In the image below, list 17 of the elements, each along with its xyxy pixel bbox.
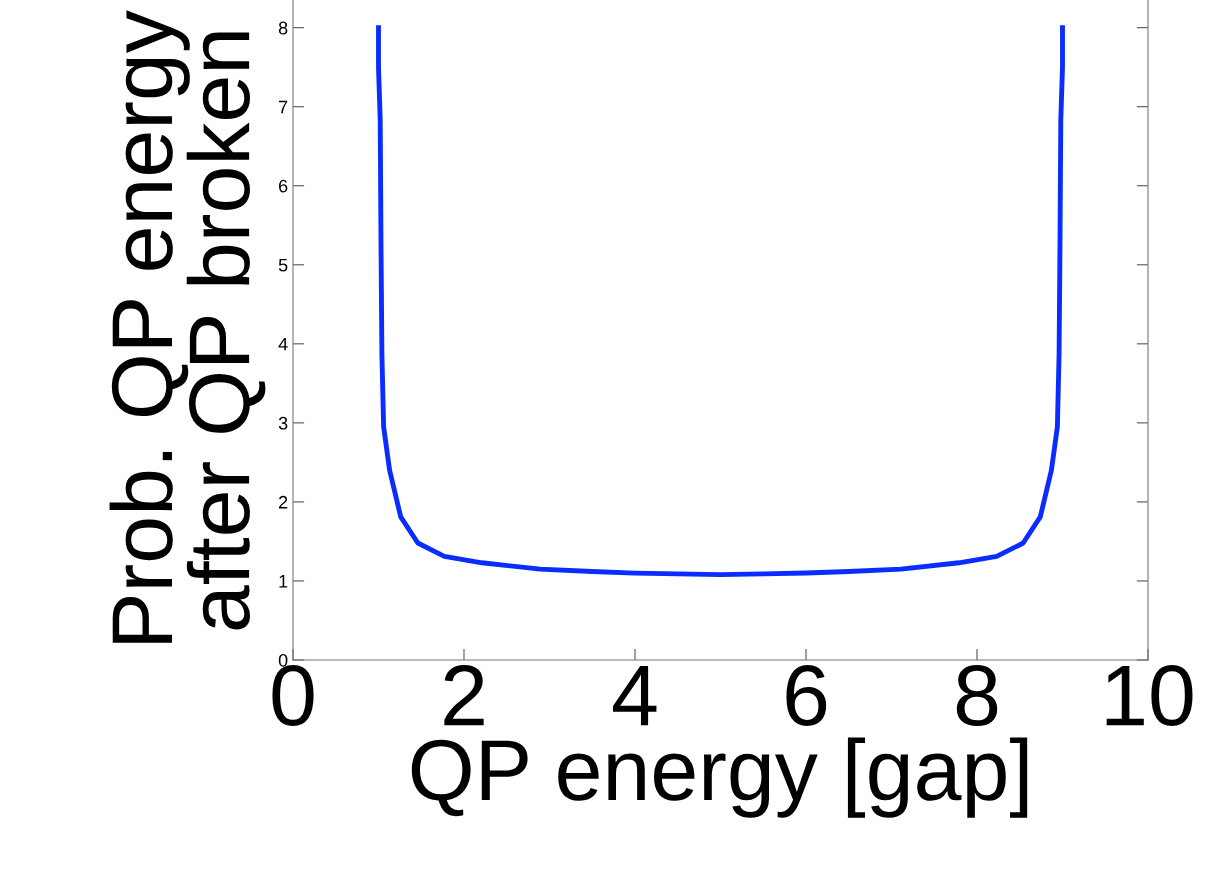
y-axis-title: Prob. QP energy after QP broken xyxy=(109,10,266,643)
y-tick-label: 7 xyxy=(279,100,288,114)
y-tick-label: 4 xyxy=(278,337,288,351)
y-tick-label: 8 xyxy=(278,21,288,35)
y-tick-label: 1 xyxy=(279,575,288,588)
line-series xyxy=(376,25,1065,578)
y-tick-label: 6 xyxy=(279,179,288,193)
x-tick-label: 8 xyxy=(956,665,998,727)
y-tick-label: 0 xyxy=(278,653,288,667)
y-tick-label: 5 xyxy=(278,258,288,272)
x-tick-label: 10 xyxy=(1106,665,1193,727)
x-axis-title: QP energy [gap] xyxy=(411,737,1028,818)
x-tick-label: 6 xyxy=(786,665,827,727)
x-tick-label: 4 xyxy=(613,665,657,726)
y-tick-label: 3 xyxy=(278,416,288,430)
x-tick-label: 2 xyxy=(444,665,484,726)
y-tick-label: 2 xyxy=(279,495,288,509)
